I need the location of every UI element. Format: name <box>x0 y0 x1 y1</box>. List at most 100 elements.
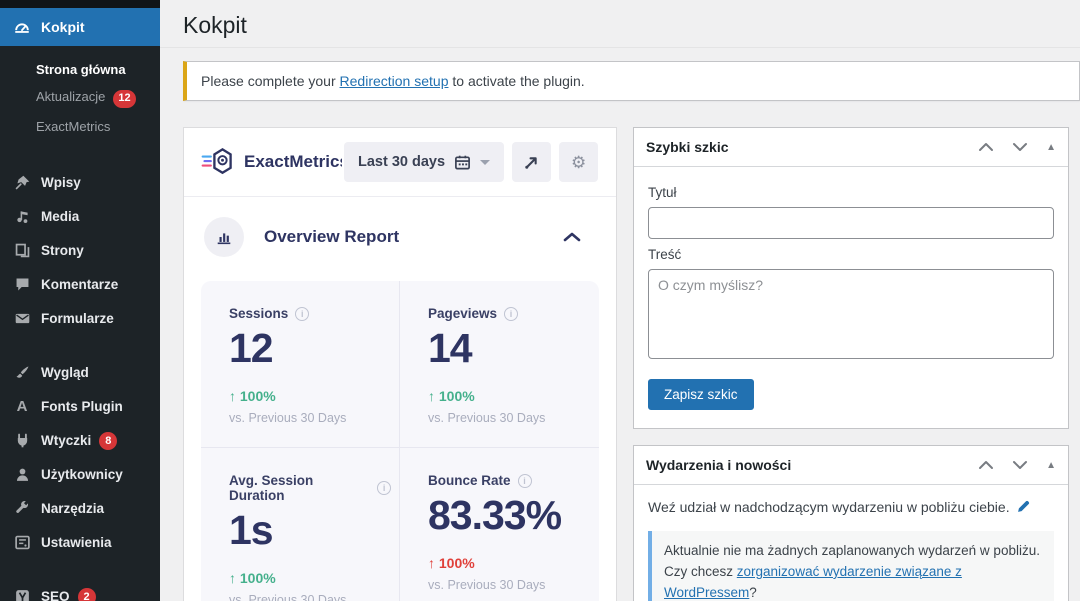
plug-icon <box>12 431 32 451</box>
exactmetrics-logo-icon <box>200 145 236 179</box>
move-up-icon[interactable] <box>978 460 994 470</box>
sidebar-item-comments[interactable]: Komentarze <box>0 268 160 302</box>
collapse-toggle-icon[interactable]: ▲ <box>1046 141 1056 153</box>
info-icon[interactable]: i <box>504 306 519 321</box>
plugins-count-badge: 8 <box>99 431 118 450</box>
right-column: Szybki szkic ▲ Tytuł <box>633 127 1069 601</box>
save-draft-button[interactable]: Zapisz szkic <box>648 379 754 410</box>
stat-sessions: Sessions i 12 ↑ 100% vs. Previous 30 Day… <box>201 281 400 449</box>
quick-draft-body: Tytuł Treść Zapisz szkic <box>634 167 1068 428</box>
quick-draft-header: Szybki szkic ▲ <box>634 128 1068 167</box>
pencil-icon[interactable] <box>1016 499 1031 514</box>
sidebar-item-tools[interactable]: Narzędzia <box>0 492 160 526</box>
exactmetrics-brand-name: ExactMetrics <box>244 152 342 171</box>
sidebar-item-plugins[interactable]: Wtyczki 8 <box>0 424 160 458</box>
organize-event-link[interactable]: zorganizować wydarzenie związane z WordP… <box>664 563 962 600</box>
widget-title: Szybki szkic <box>646 139 729 155</box>
exactmetrics-header: ExactMetrics Last 30 days <box>184 128 616 197</box>
sidebar-item-forms[interactable]: Formularze <box>0 302 160 336</box>
events-empty-notice: Aktualnie nie ma żadnych zaplanowanych w… <box>648 531 1054 601</box>
content-field-label: Treść <box>648 247 682 262</box>
collapse-toggle-icon[interactable]: ▲ <box>1046 459 1056 471</box>
quick-draft-widget: Szybki szkic ▲ Tytuł <box>633 127 1069 429</box>
envelope-icon <box>12 309 32 329</box>
sidebar-item-exactmetrics[interactable]: ExactMetrics <box>36 118 111 134</box>
media-icon <box>12 207 32 227</box>
wrench-icon <box>12 499 32 519</box>
trend-up-icon: ↑ <box>428 555 435 572</box>
title-field-label: Tytuł <box>648 185 677 200</box>
sidebar-item-fonts-plugin[interactable]: A Fonts Plugin <box>0 390 160 424</box>
sidebar-item-seo[interactable]: SEO 2 <box>0 580 160 601</box>
chevron-down-icon <box>480 159 491 170</box>
sidebar-item-dashboard[interactable]: Kokpit <box>0 8 160 46</box>
events-news-header: Wydarzenia i nowości ▲ <box>634 446 1068 485</box>
sidebar-item-pages[interactable]: Strony <box>0 234 160 268</box>
stat-value: 14 <box>428 325 473 371</box>
page-title: Kokpit <box>183 12 247 38</box>
move-down-icon[interactable] <box>1012 460 1028 470</box>
draft-content-textarea[interactable] <box>648 269 1054 359</box>
page-header: Kokpit <box>160 0 1080 48</box>
overview-stats-grid: Sessions i 12 ↑ 100% vs. Previous 30 Day… <box>201 281 599 601</box>
yoast-seo-icon <box>12 587 32 601</box>
stat-pageviews: Pageviews i 14 ↑ 100% vs. Previous 30 Da… <box>400 281 599 449</box>
trends-button[interactable] <box>512 142 552 182</box>
trend-up-icon: ↑ <box>229 388 236 405</box>
widget-title: Wydarzenia i nowości <box>646 457 792 473</box>
date-range-button[interactable]: Last 30 days <box>344 142 505 182</box>
seo-count-badge: 2 <box>77 587 96 601</box>
dashboard-gauge-icon <box>12 17 32 37</box>
content-menu-group: Wpisy Media Strony Komentarze <box>0 156 160 336</box>
admin-notice: Please complete your Redirection setup t… <box>183 61 1080 101</box>
info-icon[interactable]: i <box>517 473 532 488</box>
comment-icon <box>12 275 32 295</box>
stat-change: ↑ 100% <box>428 388 475 405</box>
sidebar-item-settings[interactable]: Ustawienia <box>0 526 160 560</box>
stat-change: ↑ 100% <box>229 570 276 587</box>
info-icon[interactable]: i <box>377 481 391 496</box>
draft-title-input[interactable] <box>648 207 1054 239</box>
bar-chart-icon <box>204 217 244 257</box>
sidebar-item-label: Kokpit <box>41 19 85 35</box>
user-icon <box>12 465 32 485</box>
stat-bounce-rate: Bounce Rate i 83.33% ↑ 100% vs. Previous… <box>400 448 599 601</box>
trend-up-icon: ↑ <box>229 570 236 587</box>
brush-icon <box>12 363 32 383</box>
redirection-setup-link[interactable]: Redirection setup <box>339 73 449 89</box>
sidebar-item-users[interactable]: Użytkownicy <box>0 458 160 492</box>
notice-text-after: to activate the plugin. <box>448 73 585 89</box>
sidebar-item-posts[interactable]: Wpisy <box>0 166 160 200</box>
events-intro-text: Weź udział w nadchodzącym wydarzeniu w p… <box>648 499 1010 515</box>
stat-compare: vs. Previous 30 Days <box>229 593 347 601</box>
seo-menu-group: SEO 2 <box>0 578 160 601</box>
pages-icon <box>12 241 32 261</box>
stat-value: 1s <box>229 507 274 554</box>
pin-icon <box>12 173 32 193</box>
events-news-body: Weź udział w nadchodzącym wydarzeniu w p… <box>634 485 1068 601</box>
overview-report-header: Overview Report <box>184 197 616 273</box>
date-range-label: Last 30 days <box>358 154 446 170</box>
exactmetrics-widget: ExactMetrics Last 30 days <box>183 127 617 601</box>
stat-avg-session-duration: Avg. Session Duration i 1s ↑ 100% vs. Pr… <box>201 448 400 601</box>
sidebar-item-appearance[interactable]: Wygląd <box>0 356 160 390</box>
move-down-icon[interactable] <box>1012 142 1028 152</box>
updates-count-badge: 12 <box>113 89 136 108</box>
exactmetrics-brand: ExactMetrics <box>200 145 342 179</box>
move-up-icon[interactable] <box>978 142 994 152</box>
dashboard-columns: ExactMetrics Last 30 days <box>183 127 1069 601</box>
stat-change: ↑ 100% <box>428 555 475 572</box>
stat-compare: vs. Previous 30 Days <box>428 578 546 593</box>
stat-compare: vs. Previous 30 Days <box>428 411 546 426</box>
calendar-icon <box>454 154 471 171</box>
sidebar-item-updates[interactable]: Aktualizacje 12 <box>0 83 160 113</box>
sidebar-item-media[interactable]: Media <box>0 200 160 234</box>
admin-content: Kokpit Please complete your Redirection … <box>160 0 1080 601</box>
events-news-widget: Wydarzenia i nowości ▲ <box>633 445 1069 601</box>
info-icon[interactable]: i <box>295 306 310 321</box>
trend-up-icon: ↑ <box>428 388 435 405</box>
collapse-chevron-icon[interactable] <box>562 231 582 243</box>
settings-button[interactable]: ⚙ <box>559 142 599 182</box>
sidebar-item-home[interactable]: Strona główna <box>36 62 126 77</box>
